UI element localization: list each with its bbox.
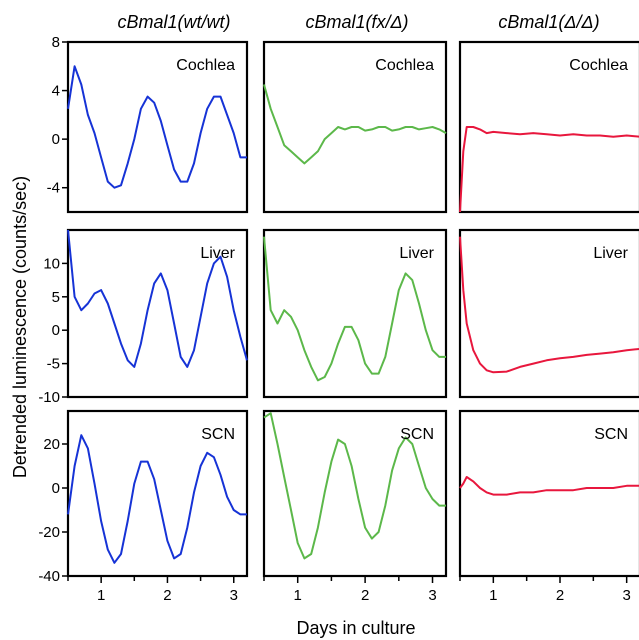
- x-tick-label: 2: [163, 587, 171, 604]
- panel-liver-null: Liver: [458, 228, 639, 399]
- panel-cochlea-fx: Cochlea: [262, 40, 448, 214]
- panel-scn-wt: SCN -40 -20 0 20 1 2 3: [38, 409, 249, 604]
- series-line: [459, 126, 639, 213]
- x-tick-label: 3: [622, 587, 630, 604]
- y-tick-label: 0: [52, 322, 60, 339]
- y-tick-label: -4: [47, 180, 60, 197]
- x-tick-label: 3: [230, 587, 238, 604]
- y-tick-label: 8: [52, 34, 60, 51]
- x-tick-label: 1: [489, 587, 497, 604]
- series-line: [263, 412, 446, 560]
- column-title-null: cBmal1(Δ/Δ): [498, 12, 599, 32]
- series-line: [459, 236, 639, 374]
- y-axis-label: Detrended luminescence (counts/sec): [10, 176, 30, 478]
- y-tick-label: 0: [52, 131, 60, 148]
- x-tick-label: 3: [428, 587, 436, 604]
- panel-frame: [458, 228, 639, 399]
- panel-frame: [66, 409, 249, 578]
- panel-frame: [458, 409, 639, 578]
- y-tick-label: 10: [43, 255, 60, 272]
- x-tick-label: 2: [361, 587, 369, 604]
- panel-scn-null: SCN 1 2 3: [458, 409, 639, 604]
- panel-label-cochlea: Cochlea: [375, 57, 434, 74]
- panel-frame: [66, 228, 249, 399]
- panel-label-liver: Liver: [200, 245, 235, 262]
- series-line: [67, 65, 247, 189]
- panel-scn-fx: SCN 1 2 3: [262, 409, 448, 604]
- series-line: [263, 84, 447, 165]
- column-title-fx: cBmal1(fx/Δ): [305, 12, 408, 32]
- panel-label-cochlea: Cochlea: [176, 57, 235, 74]
- panel-label-liver: Liver: [593, 245, 628, 262]
- series-line: [459, 476, 639, 496]
- panel-cochlea-wt: Cochlea -4 0 4 8: [47, 34, 249, 214]
- y-tick-label: 4: [52, 83, 60, 100]
- panel-label-scn: SCN: [201, 426, 235, 443]
- panel-frame: [262, 409, 448, 578]
- y-tick-label: -5: [47, 356, 60, 373]
- x-tick-label: 1: [97, 587, 105, 604]
- panel-frame: [66, 40, 249, 214]
- panel-liver-fx: Liver: [262, 228, 448, 399]
- y-tick-label: 0: [52, 480, 60, 497]
- panel-frame: [458, 40, 639, 214]
- y-tick-label: -20: [38, 524, 60, 541]
- panel-frame: [262, 228, 448, 399]
- series-line: [67, 434, 247, 564]
- panel-label-cochlea: Cochlea: [569, 57, 628, 74]
- x-axis-label: Days in culture: [296, 618, 415, 638]
- y-tick-label: 5: [52, 289, 60, 306]
- x-tick-label: 1: [294, 587, 302, 604]
- panel-label-scn: SCN: [594, 426, 628, 443]
- panel-frame: [262, 40, 448, 214]
- series-line: [67, 229, 248, 368]
- y-tick-label: -10: [38, 389, 60, 406]
- x-tick-label: 2: [556, 587, 564, 604]
- panel-liver-wt: Liver -10 -5 0 5 10: [38, 228, 249, 406]
- y-tick-label: 20: [43, 436, 60, 453]
- series-line: [263, 236, 446, 382]
- panel-cochlea-null: Cochlea: [458, 40, 639, 214]
- panel-label-scn: SCN: [400, 426, 434, 443]
- panel-label-liver: Liver: [399, 245, 434, 262]
- column-title-wt: cBmal1(wt/wt): [117, 12, 230, 32]
- y-tick-label: -40: [38, 568, 60, 585]
